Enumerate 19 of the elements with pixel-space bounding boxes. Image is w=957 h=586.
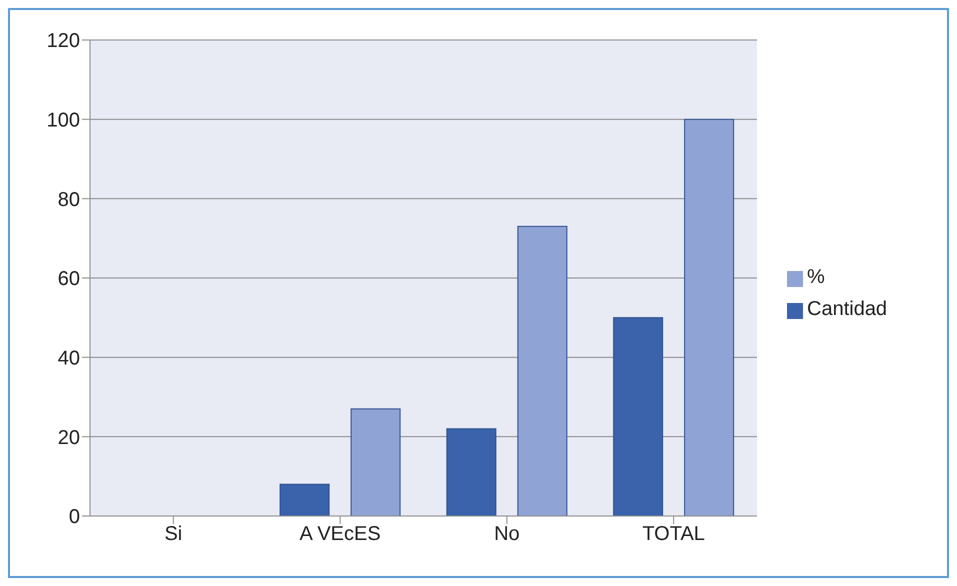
y-tick-label: 80	[58, 188, 80, 211]
x-tick-label: Si	[164, 523, 182, 546]
y-tick-label: 0	[68, 506, 80, 528]
x-tick-label: No	[494, 523, 520, 546]
legend-label: %	[807, 266, 825, 288]
bar	[446, 428, 496, 516]
y-tick-label: 100	[46, 109, 80, 132]
legend-label: Cantidad	[807, 298, 888, 320]
x-tick-label: A VEcES	[300, 523, 381, 546]
bar	[280, 484, 330, 516]
y-tick-label: 120	[46, 30, 80, 52]
y-tick-label: 40	[58, 347, 80, 370]
bar	[684, 118, 734, 516]
bar	[350, 408, 401, 516]
x-tick-label: TOTAL	[642, 523, 705, 546]
bar	[517, 226, 568, 516]
bar	[613, 317, 664, 516]
y-tick-label: 20	[58, 426, 80, 449]
y-tick-label: 60	[58, 268, 80, 290]
